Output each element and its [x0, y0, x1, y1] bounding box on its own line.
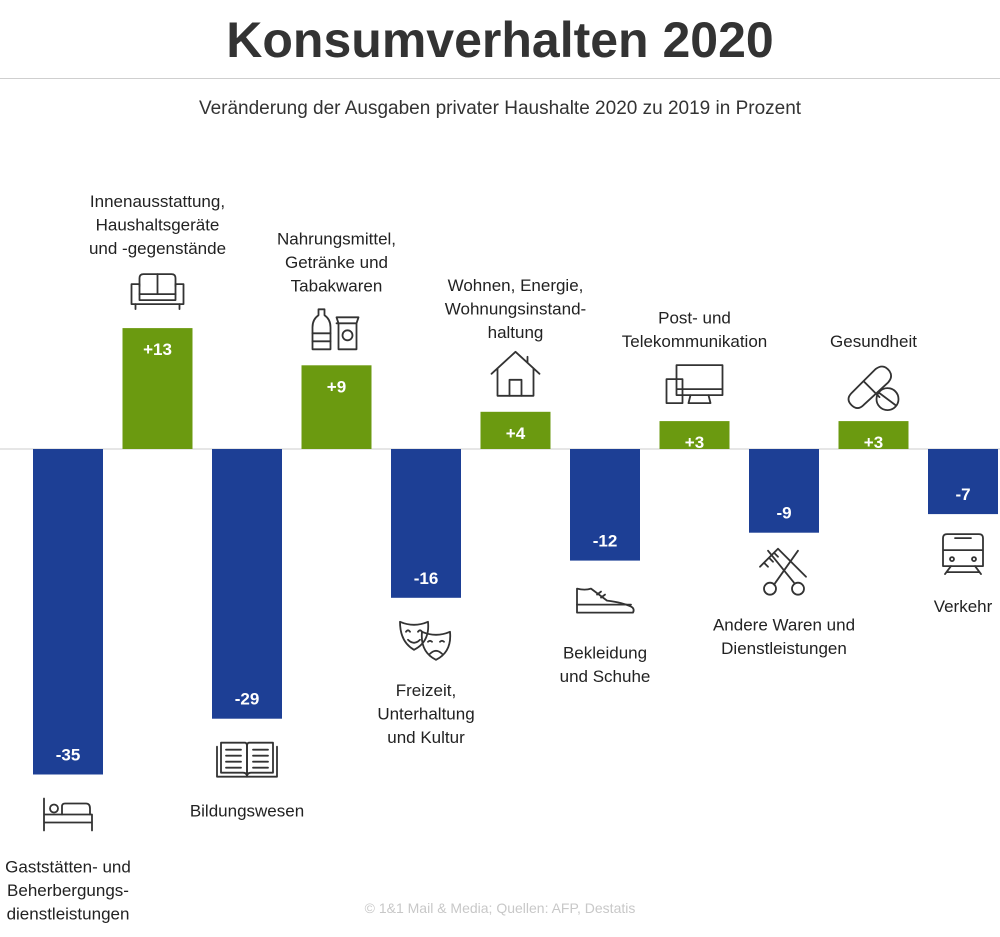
- category-label: Telekommunikation: [622, 332, 768, 351]
- category-label: Gesundheit: [830, 332, 917, 351]
- category-label: Gaststätten- und: [5, 858, 131, 877]
- bar: [33, 449, 103, 775]
- data-label: -12: [593, 532, 618, 551]
- chart-title: Konsumverhalten 2020: [226, 12, 774, 68]
- category-label: dienstleistungen: [7, 905, 130, 924]
- data-label: +4: [506, 424, 526, 443]
- book-icon: [216, 741, 278, 778]
- bar: [838, 421, 909, 449]
- data-label: -9: [776, 504, 791, 523]
- category-label: Tabakwaren: [291, 276, 383, 295]
- title-divider: [0, 78, 1000, 79]
- bar: [480, 411, 551, 449]
- bar: [391, 449, 461, 598]
- bed-icon: [43, 797, 93, 832]
- sneaker-icon: [576, 587, 635, 614]
- bar: [212, 449, 282, 719]
- category-label: Andere Waren und: [713, 616, 855, 635]
- category-label: Dienstleistungen: [721, 639, 847, 658]
- data-label: +3: [864, 433, 883, 452]
- bar: [570, 449, 640, 561]
- category-label: Innenausstattung,: [90, 192, 225, 211]
- bar: [928, 449, 998, 515]
- category-label: Wohnen, Energie,: [448, 276, 584, 295]
- groceries-icon: [311, 308, 360, 351]
- category-label: haltung: [488, 323, 544, 342]
- train-icon: [942, 533, 984, 575]
- house-icon: [490, 350, 541, 397]
- category-label: und -gegenstände: [89, 239, 226, 258]
- source-credit: © 1&1 Mail & Media; Quellen: AFP, Destat…: [364, 900, 636, 916]
- category-label: Verkehr: [934, 597, 993, 616]
- data-label: +9: [327, 377, 346, 396]
- data-label: -16: [414, 569, 439, 588]
- category-label: Bekleidung: [563, 644, 647, 663]
- category-label: Post- und: [658, 309, 731, 328]
- category-label: und Schuhe: [560, 667, 651, 686]
- data-label: +3: [685, 433, 704, 452]
- category-label: Bildungswesen: [190, 802, 304, 821]
- category-label: Wohnungsinstand-: [445, 299, 586, 318]
- pills-icon: [847, 365, 900, 412]
- bar: [659, 421, 730, 449]
- bar: [301, 365, 372, 449]
- category-label: Unterhaltung: [377, 704, 474, 723]
- bar: [749, 449, 819, 533]
- data-label: +13: [143, 340, 172, 359]
- data-label: -35: [56, 746, 81, 765]
- data-label: -29: [235, 690, 260, 709]
- data-label: -7: [955, 485, 970, 504]
- category-label: Getränke und: [285, 253, 388, 272]
- category-label: Beherbergungs-: [7, 881, 129, 900]
- devices-icon: [665, 364, 724, 405]
- category-label: Nahrungsmittel,: [277, 229, 396, 248]
- category-label: Haushaltsgeräte: [96, 216, 220, 235]
- category-label: und Kultur: [387, 728, 465, 747]
- chart-subtitle: Veränderung der Ausgaben privater Hausha…: [198, 98, 802, 119]
- sofa-icon: [130, 273, 185, 311]
- theater-masks-icon: [399, 620, 452, 661]
- scissors-comb-icon: [759, 547, 807, 596]
- category-label: Freizeit,: [396, 681, 456, 700]
- bar: [122, 328, 193, 449]
